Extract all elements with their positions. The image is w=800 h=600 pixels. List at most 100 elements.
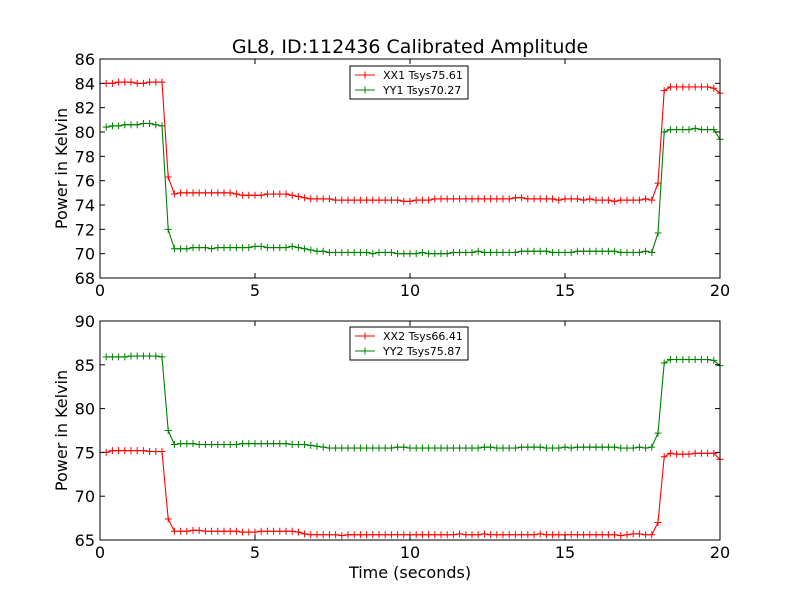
data-point-marker (437, 250, 445, 258)
legend-box (349, 326, 469, 361)
bottom-subplot: 0 5 10 15 20 65 70 75 80 85 90 Power in Kelvin Time … (52, 312, 730, 582)
data-point-marker (195, 189, 203, 197)
data-point-marker (412, 444, 420, 452)
data-point-marker (704, 83, 712, 91)
data-point-marker (573, 531, 581, 539)
data-point-marker (561, 195, 569, 203)
data-point-marker (685, 126, 693, 134)
data-point-marker (542, 247, 550, 255)
data-point-marker (691, 449, 699, 457)
data-point-marker (183, 245, 191, 253)
data-point-marker (164, 515, 172, 523)
data-point-marker (666, 356, 674, 364)
data-point-marker (685, 356, 693, 364)
data-point-marker (270, 527, 278, 535)
y-tick-label: 82 (75, 99, 95, 118)
data-point-marker (319, 247, 327, 255)
data-point-marker (121, 78, 129, 86)
data-point-marker (350, 248, 358, 256)
data-point-marker (592, 247, 600, 255)
data-point-marker (152, 448, 160, 456)
data-point-marker (505, 531, 513, 539)
data-point-marker (611, 443, 619, 451)
data-point-marker (158, 353, 166, 361)
data-point-marker (617, 532, 625, 540)
data-point-marker (567, 248, 575, 256)
data-point-marker (648, 531, 656, 539)
data-point-marker (511, 194, 519, 202)
data-point-marker (133, 79, 141, 87)
data-point-marker (573, 247, 581, 255)
data-point-marker (263, 527, 271, 535)
data-point-marker (133, 121, 141, 129)
data-point-marker (629, 444, 637, 452)
data-point-marker (319, 443, 327, 451)
data-point-marker (115, 353, 123, 361)
data-point-marker (549, 195, 557, 203)
data-point-marker (208, 189, 216, 197)
data-point-marker (139, 447, 147, 455)
data-point-marker (282, 440, 290, 448)
y-tick-label: 78 (75, 147, 95, 166)
data-point-marker (294, 441, 302, 449)
data-point-marker (394, 196, 402, 204)
x-tick-label: 5 (250, 543, 260, 562)
data-point-marker (127, 447, 135, 455)
data-point-marker (431, 531, 439, 539)
data-point-marker (474, 531, 482, 539)
data-point-marker (561, 248, 569, 256)
data-point-marker (189, 440, 197, 448)
data-point-marker (518, 443, 526, 451)
data-point-marker (666, 83, 674, 91)
data-point-marker (406, 444, 414, 452)
data-point-marker (598, 443, 606, 451)
data-point-marker (245, 440, 253, 448)
data-point-marker (121, 447, 129, 455)
data-point-marker (710, 126, 718, 134)
data-point-marker (276, 440, 284, 448)
data-point-marker (350, 444, 358, 452)
data-point-marker (369, 531, 377, 539)
data-point-marker (307, 531, 315, 539)
data-point-marker (685, 83, 693, 91)
y-tick-label: 76 (75, 172, 95, 191)
y-axis-label: Power in Kelvin (52, 108, 71, 229)
data-point-marker (232, 190, 240, 198)
data-point-marker (375, 248, 383, 256)
data-point-marker (313, 247, 321, 255)
data-point-marker (480, 248, 488, 256)
x-tick-label: 20 (710, 543, 730, 562)
y-tick-label: 90 (75, 312, 95, 331)
data-point-marker (555, 531, 563, 539)
data-point-marker (660, 359, 668, 367)
data-point-marker (604, 443, 612, 451)
data-point-marker (431, 195, 439, 203)
data-point-marker (505, 195, 513, 203)
data-point-marker (257, 440, 265, 448)
data-point-marker (617, 444, 625, 452)
data-point-marker (524, 531, 532, 539)
data-point-marker (338, 248, 346, 256)
data-point-marker (394, 250, 402, 258)
data-point-marker (263, 440, 271, 448)
data-point-marker (232, 527, 240, 535)
data-point-marker (561, 443, 569, 451)
data-point-marker (530, 443, 538, 451)
data-point-marker (177, 440, 185, 448)
data-point-marker (201, 527, 209, 535)
data-point-marker (338, 196, 346, 204)
data-point-marker (369, 444, 377, 452)
data-point-marker (611, 247, 619, 255)
y-tick-label: 85 (75, 356, 95, 375)
data-point-marker (642, 531, 650, 539)
data-point-marker (121, 121, 129, 129)
data-point-marker (474, 444, 482, 452)
data-point-marker (400, 531, 408, 539)
data-point-marker (195, 244, 203, 252)
data-point-marker (406, 197, 414, 205)
data-point-marker (654, 179, 662, 187)
data-point-marker (456, 530, 464, 538)
data-point-marker (505, 248, 513, 256)
series-1 (102, 78, 724, 205)
